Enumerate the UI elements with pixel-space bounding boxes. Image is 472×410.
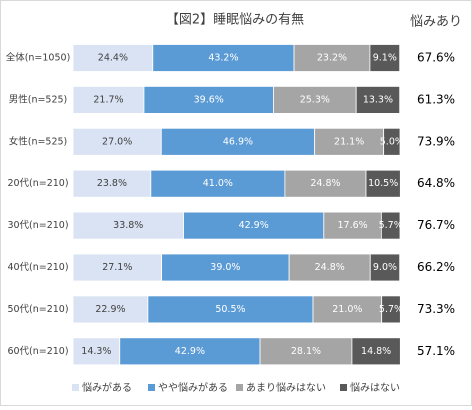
value-label: 21.1% [334, 136, 364, 147]
legend-label: 悩みはない [350, 381, 400, 394]
bar-segment [355, 86, 401, 114]
bar-segment [72, 211, 184, 240]
total-label: 73.9% [417, 134, 455, 148]
value-label: 9.1% [373, 53, 397, 64]
legend-swatch [148, 384, 155, 391]
legend-swatch [236, 384, 243, 391]
value-label: 5.7% [379, 304, 403, 315]
value-label: 5.0% [380, 136, 404, 147]
bar-segment [381, 295, 401, 324]
category-label: 60代(n=210) [7, 346, 68, 357]
bar-segment [284, 169, 367, 198]
value-label: 5.7% [379, 220, 403, 231]
category-label: 20代(n=210) [7, 178, 68, 189]
bar-segment [380, 211, 401, 240]
bar-segment [383, 127, 401, 156]
bar-segment [119, 337, 261, 366]
value-label: 41.0% [203, 178, 233, 189]
value-label: 23.2% [317, 53, 347, 64]
value-label: 50.5% [215, 304, 245, 315]
bar-segment [72, 127, 162, 156]
bar-segment [351, 337, 401, 366]
bar-segment [312, 295, 383, 324]
legend-label: あまり悩みはない [246, 381, 326, 394]
category-label: 男性(n=525) [9, 93, 68, 105]
value-label: 46.9% [223, 136, 253, 147]
value-label: 17.6% [337, 220, 367, 231]
value-label: 23.8% [97, 178, 127, 189]
value-label: 21.7% [93, 94, 123, 105]
bar-segment [72, 44, 154, 72]
value-label: 10.5% [368, 178, 398, 189]
bar-segment [143, 86, 274, 114]
total-label: 61.3% [417, 92, 455, 106]
value-label: 21.0% [332, 304, 362, 315]
legend-label: 悩みがある [82, 381, 132, 394]
value-label: 14.8% [361, 346, 391, 357]
value-label: 42.9% [239, 220, 269, 231]
legend-swatch [340, 384, 347, 391]
bar-segment [150, 169, 286, 198]
legend-label: やや悩みがある [158, 381, 228, 394]
value-label: 39.6% [194, 94, 224, 105]
bar-segment [72, 169, 152, 198]
bar-segment [365, 169, 401, 198]
value-label: 24.8% [310, 178, 340, 189]
total-label: 76.7% [417, 218, 455, 232]
chart-title: 【図2】睡眠悩みの有無 [166, 13, 304, 28]
total-label: 57.1% [417, 344, 455, 358]
category-label: 女性(n=525) [9, 135, 68, 147]
value-label: 27.1% [102, 262, 132, 273]
value-label: 22.9% [95, 304, 125, 315]
bar-segment [314, 127, 385, 156]
value-label: 27.0% [102, 136, 132, 147]
total-label: 64.8% [417, 176, 455, 190]
value-label: 14.3% [81, 346, 111, 357]
category-label: 50代(n=210) [7, 304, 68, 315]
value-label: 24.4% [98, 53, 128, 64]
value-label: 39.0% [210, 262, 240, 273]
bar-segment [183, 211, 325, 240]
value-label: 42.9% [175, 346, 205, 357]
bar-segment [152, 44, 295, 72]
value-label: 24.8% [315, 262, 345, 273]
total-label: 66.2% [417, 260, 455, 274]
value-label: 33.8% [113, 220, 143, 231]
value-label: 28.1% [291, 346, 321, 357]
bar-segment [72, 295, 149, 324]
legend-swatch [72, 384, 79, 391]
category-label: 全体(n=1050) [6, 52, 71, 64]
value-label: 43.2% [208, 53, 238, 64]
value-label: 13.3% [363, 94, 393, 105]
bar-segment [161, 253, 290, 282]
total-label: 67.6% [417, 51, 455, 65]
bar-segment [323, 211, 382, 240]
category-label: 40代(n=210) [7, 262, 68, 273]
category-label: 30代(n=210) [7, 220, 68, 231]
value-label: 25.3% [300, 94, 330, 105]
bar-segment [369, 253, 401, 282]
bar-segment [72, 86, 145, 114]
bar-segment [273, 86, 357, 114]
bar-segment [369, 44, 401, 72]
totals-title: 悩みあり [410, 15, 462, 30]
total-label: 73.3% [417, 302, 455, 316]
value-label: 9.0% [373, 262, 397, 273]
bar-segment [72, 337, 121, 366]
